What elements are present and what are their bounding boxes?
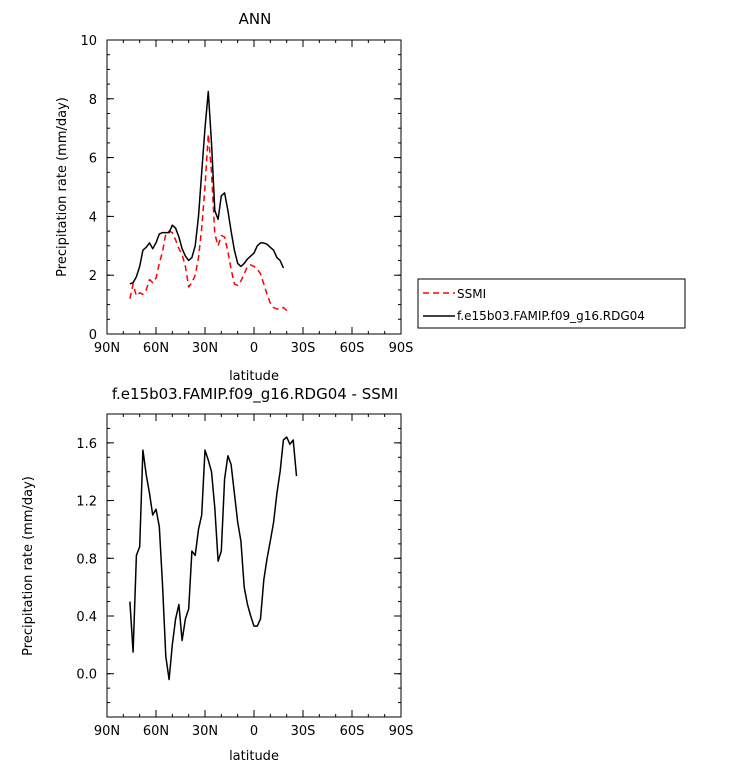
- top-x-tick-label: 60S: [340, 341, 365, 356]
- bottom-y-tick-label: 1.2: [76, 495, 97, 510]
- top-x-tick-label: 30S: [291, 341, 316, 356]
- legend-label-ssmi: SSMI: [457, 287, 486, 301]
- bottom-x-tick-label: 90S: [389, 724, 414, 739]
- bottom-x-tick-label: 30S: [291, 724, 316, 739]
- bottom-plot-frame: [106, 413, 402, 718]
- top-series-line-1: [129, 90, 285, 285]
- bottom-x-tick-label: 60S: [340, 724, 365, 739]
- top-y-tick-label: 10: [80, 34, 97, 49]
- top-y-tick-label: 2: [89, 269, 97, 284]
- top-y-tick-label: 4: [89, 210, 97, 225]
- bottom-x-tick-label: 60N: [143, 724, 169, 739]
- top-x-tick-label: 0: [250, 341, 258, 356]
- bottom-ticks: 90N 60N 30N 0 30S 60S 90S 0.0 0.4 0.8 1.2 1.6: [76, 413, 414, 739]
- bottom-series-line-0: [129, 436, 298, 681]
- legend-box: [417, 278, 686, 329]
- top-series-line-0: [129, 133, 291, 314]
- top-y-tick-label: 8: [89, 93, 97, 108]
- top-y-tick-label: 0: [89, 328, 97, 343]
- bottom-y-tick-label: 1.6: [76, 437, 97, 452]
- bottom-x-tick-label: 90N: [94, 724, 120, 739]
- legend: SSMI f.e15b03.FAMIP.f09_g16.RDG04: [417, 278, 686, 329]
- top-x-tick-label: 90N: [94, 341, 120, 356]
- top-xlabel: latitude: [229, 369, 279, 384]
- bottom-series-lines: [129, 436, 298, 681]
- legend-label-model: f.e15b03.FAMIP.f09_g16.RDG04: [457, 309, 645, 323]
- top-y-tick-label: 6: [89, 152, 97, 167]
- bottom-x-tick-label: 30N: [192, 724, 218, 739]
- bottom-panel: f.e15b03.FAMIP.f09_g16.RDG04 - SSMI 90N 6…: [21, 385, 413, 764]
- bottom-y-tick-label: 0.0: [76, 668, 97, 683]
- top-x-tick-label: 60N: [143, 341, 169, 356]
- bottom-ylabel: Precipitation rate (mm/day): [21, 476, 36, 656]
- top-title: ANN: [239, 10, 272, 28]
- bottom-title: f.e15b03.FAMIP.f09_g16.RDG04 - SSMI: [112, 385, 398, 404]
- bottom-xlabel: latitude: [229, 749, 279, 764]
- bottom-y-tick-label: 0.8: [76, 552, 97, 567]
- top-ticks: 90N 60N 30N 0 30S 60S 90S 0 2 4 6 8 10: [80, 34, 413, 356]
- bottom-y-tick-label: 0.4: [76, 610, 97, 625]
- top-plot-frame: [106, 39, 402, 335]
- top-ylabel: Precipitation rate (mm/day): [55, 97, 70, 277]
- bottom-x-tick-label: 0: [250, 724, 258, 739]
- top-x-tick-label: 90S: [389, 341, 414, 356]
- top-series-lines: [129, 90, 291, 314]
- top-x-tick-label: 30N: [192, 341, 218, 356]
